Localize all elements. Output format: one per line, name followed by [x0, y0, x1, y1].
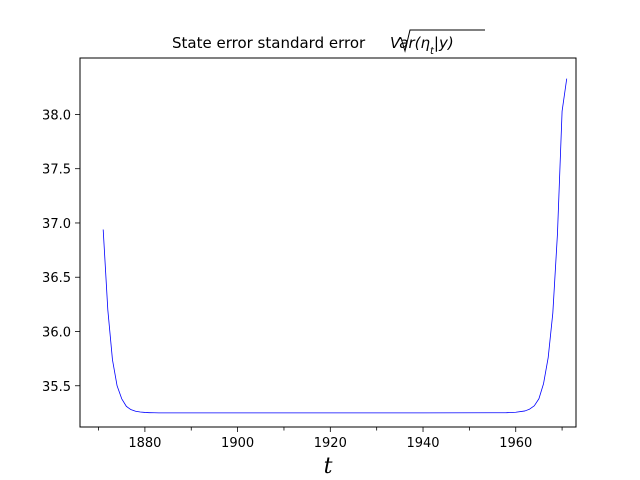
x-tick-label: 1880 [128, 436, 161, 451]
chart-title-math: Var(η [390, 34, 431, 52]
sqrt-symbol [397, 29, 485, 53]
x-axis-label: t [324, 454, 333, 479]
y-tick-label: 35.5 [42, 380, 71, 395]
x-tick-label: 1920 [314, 436, 347, 451]
y-tick-label: 37.0 [42, 217, 71, 232]
chart-title: State error standard error Var(ηt|y) [172, 34, 454, 57]
y-tick-label: 37.5 [42, 163, 71, 178]
y-tick-label: 36.5 [42, 271, 71, 286]
x-tick-label: 1940 [406, 436, 439, 451]
series-group [102, 78, 568, 414]
chart-title-math-tail: |y) [434, 34, 454, 52]
chart-title-text: State error standard error [172, 34, 366, 52]
x-tick-label: 1900 [221, 436, 254, 451]
plot-area [79, 57, 577, 428]
y-tick-label: 38.0 [42, 108, 71, 123]
chart-title-math-sub: t [430, 46, 435, 57]
x-axis-ticks: 1880 1900 1920 1940 1960 [98, 427, 563, 451]
y-tick-label: 36.0 [42, 325, 71, 340]
y-axis-ticks: 35.5 36.0 36.5 37.0 37.5 38.0 [42, 108, 80, 395]
series-line [102, 78, 568, 414]
x-tick-label: 1960 [499, 436, 532, 451]
